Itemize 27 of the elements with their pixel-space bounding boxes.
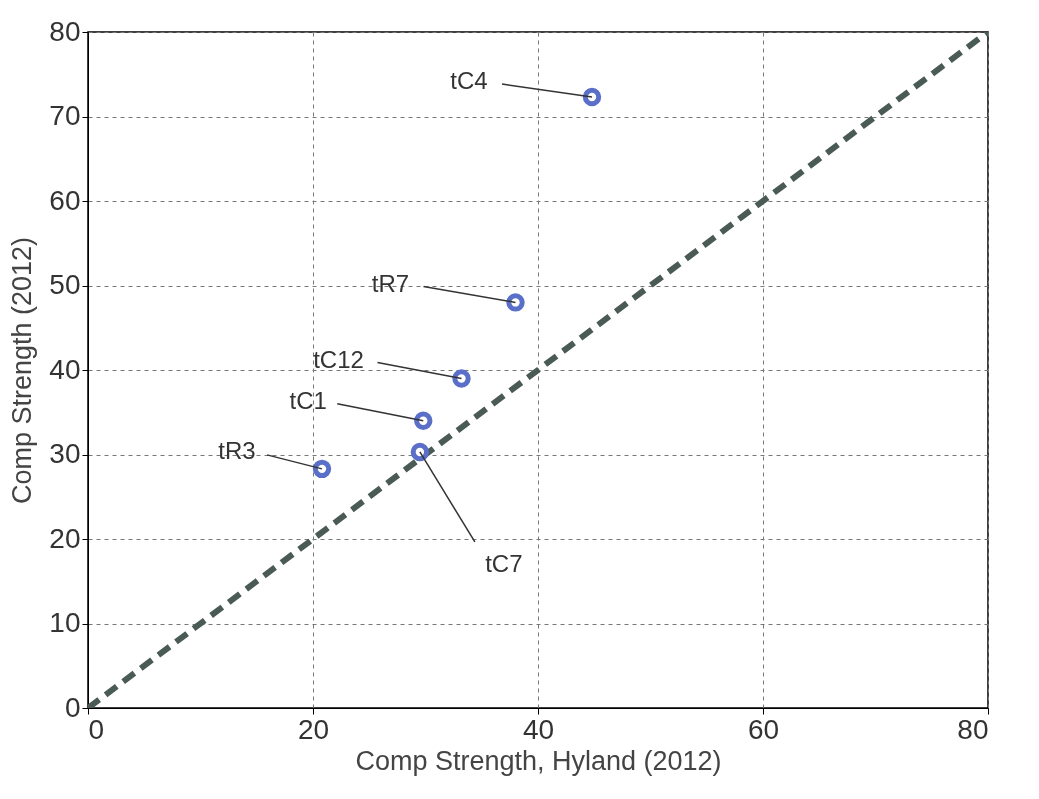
point <box>506 293 525 312</box>
y-tick-label: 10 <box>49 607 81 638</box>
annotation: tC1 <box>289 386 327 414</box>
annotation: tC7 <box>485 549 523 577</box>
y-tick-label: 70 <box>49 100 81 131</box>
y-tick-label: 20 <box>49 522 81 554</box>
annotation: tR3 <box>218 436 256 464</box>
x-tick-label: 20 <box>297 713 330 745</box>
y-axis-title: Comp Strength (2012) <box>7 236 38 505</box>
annotation: tR7 <box>371 270 410 298</box>
x-tick-label: 80 <box>957 713 989 745</box>
annotation: tC4 <box>450 67 488 95</box>
y-tick-label: 40 <box>49 353 81 385</box>
y-tick-label: 80 <box>49 15 81 47</box>
point <box>582 87 602 107</box>
x-tick-label: 60 <box>747 713 780 745</box>
annotation: tC12 <box>313 346 364 374</box>
x-axis-title: Comp Strength, Hyland (2012) <box>355 745 722 776</box>
y-tick-label: 0 <box>64 691 81 723</box>
y-tick-label: 50 <box>49 269 81 300</box>
point <box>312 459 332 479</box>
point <box>414 411 433 430</box>
y-tick-label: 60 <box>49 184 81 216</box>
x-tick-label: 40 <box>522 713 555 745</box>
y-tick-label: 30 <box>49 438 81 469</box>
x-tick-label: 0 <box>88 713 105 745</box>
point <box>410 442 430 462</box>
